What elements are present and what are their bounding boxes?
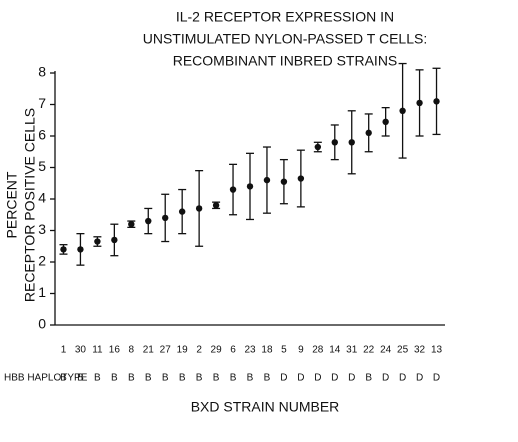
haplotype: B bbox=[365, 373, 372, 384]
y-axis-label: PERCENT bbox=[4, 171, 20, 238]
point bbox=[60, 246, 67, 253]
point bbox=[416, 99, 423, 107]
point bbox=[195, 205, 203, 212]
point bbox=[433, 98, 440, 105]
point bbox=[280, 178, 288, 185]
x-tick-label: 19 bbox=[177, 345, 189, 356]
point bbox=[128, 221, 135, 228]
haplotype: B bbox=[94, 373, 101, 384]
x-tick-label: 5 bbox=[281, 345, 287, 356]
haplotype: B bbox=[230, 373, 237, 384]
point bbox=[145, 217, 152, 225]
point bbox=[365, 129, 372, 137]
y-tick-label: 1 bbox=[38, 284, 46, 300]
haplotype: B bbox=[111, 373, 118, 384]
haplotype: B bbox=[60, 373, 67, 384]
point bbox=[77, 246, 84, 253]
y-tick-label: 2 bbox=[38, 253, 46, 269]
chart-title: RECOMBINANT INBRED STRAINS bbox=[173, 53, 398, 69]
y-tick-label: 8 bbox=[38, 64, 46, 80]
x-tick-label: 32 bbox=[414, 345, 426, 356]
point bbox=[399, 107, 406, 115]
chart-title: UNSTIMULATED NYLON-PASSED T CELLS: bbox=[143, 31, 427, 47]
x-tick-label: 27 bbox=[160, 345, 172, 356]
x-tick-label: 22 bbox=[363, 345, 375, 356]
x-tick-label: 21 bbox=[143, 345, 155, 356]
haplotype: B bbox=[162, 373, 169, 384]
haplotype-label: HBB HAPLOTYPE bbox=[4, 373, 88, 384]
haplotype: D bbox=[416, 373, 423, 384]
haplotype: B bbox=[179, 373, 186, 384]
haplotype: B bbox=[145, 373, 152, 384]
haplotype: D bbox=[280, 373, 287, 384]
x-tick-label: 30 bbox=[75, 345, 87, 356]
x-tick-label: 13 bbox=[431, 345, 443, 356]
y-tick-label: 7 bbox=[38, 95, 46, 111]
haplotype: B bbox=[196, 373, 203, 384]
x-tick-label: 23 bbox=[244, 345, 256, 356]
haplotype: D bbox=[314, 373, 321, 384]
point bbox=[111, 236, 118, 244]
point bbox=[162, 214, 169, 222]
point bbox=[297, 175, 305, 182]
haplotype: D bbox=[331, 373, 338, 384]
y-tick-label: 0 bbox=[38, 316, 46, 332]
haplotype: B bbox=[213, 373, 220, 384]
point bbox=[212, 202, 220, 209]
y-axis-label: RECEPTOR POSITIVE CELLS bbox=[22, 108, 38, 302]
haplotype: B bbox=[247, 373, 254, 384]
x-tick-label: 9 bbox=[298, 345, 304, 356]
y-tick-label: 6 bbox=[38, 127, 46, 143]
x-tick-label: 18 bbox=[261, 345, 273, 356]
x-axis-label: BXD STRAIN NUMBER bbox=[191, 399, 340, 415]
haplotype: B bbox=[77, 373, 84, 384]
x-tick-label: 29 bbox=[211, 345, 223, 356]
y-tick-label: 5 bbox=[38, 158, 46, 174]
x-tick-label: 25 bbox=[397, 345, 409, 356]
haplotype: D bbox=[382, 373, 389, 384]
chart-title: IL-2 RECEPTOR EXPRESSION IN bbox=[176, 9, 394, 25]
point bbox=[229, 186, 237, 193]
haplotype: D bbox=[297, 373, 304, 384]
point bbox=[263, 176, 271, 184]
point bbox=[314, 143, 322, 151]
point bbox=[331, 139, 338, 146]
x-tick-label: 6 bbox=[230, 345, 236, 356]
haplotype: D bbox=[433, 373, 440, 384]
point bbox=[382, 118, 389, 126]
x-tick-label: 31 bbox=[346, 345, 358, 356]
y-tick-label: 4 bbox=[38, 190, 46, 206]
point bbox=[246, 183, 254, 190]
x-tick-label: 2 bbox=[196, 345, 202, 356]
haplotype: D bbox=[348, 373, 355, 384]
x-tick-label: 8 bbox=[129, 345, 135, 356]
x-tick-label: 1 bbox=[61, 345, 67, 356]
haplotype: B bbox=[128, 373, 135, 384]
x-tick-label: 11 bbox=[92, 345, 103, 356]
point bbox=[178, 208, 186, 215]
x-tick-label: 14 bbox=[329, 345, 341, 356]
haplotype: D bbox=[399, 373, 406, 384]
point bbox=[348, 139, 355, 146]
x-tick-label: 28 bbox=[312, 345, 324, 356]
point bbox=[94, 238, 101, 245]
x-tick-label: 24 bbox=[380, 345, 392, 356]
haplotype: B bbox=[264, 373, 271, 384]
y-tick-label: 3 bbox=[38, 221, 46, 237]
x-tick-label: 16 bbox=[109, 345, 121, 356]
